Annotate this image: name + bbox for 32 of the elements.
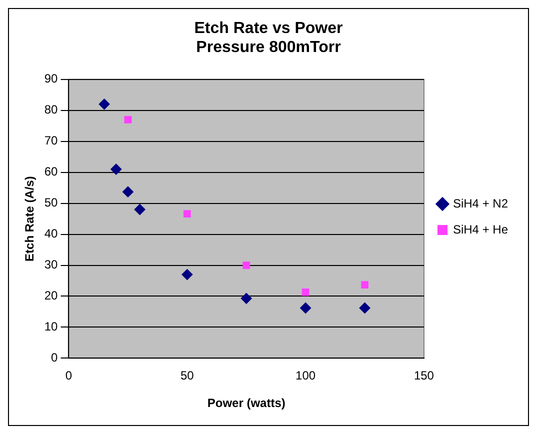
y-tick-label: 0 — [51, 350, 58, 365]
point — [359, 302, 370, 314]
x-tick-label: 50 — [180, 368, 194, 383]
point — [110, 164, 122, 175]
x-tick-label: 0 — [65, 368, 72, 383]
y-tick-label: 60 — [44, 164, 58, 179]
x-tick-label: 150 — [414, 368, 434, 383]
point — [242, 262, 250, 269]
point — [182, 269, 193, 280]
y-tick-label: 10 — [44, 320, 58, 334]
legend-label: SiH4 + He — [452, 222, 508, 236]
point — [302, 288, 310, 296]
y-tick-label: 70 — [44, 134, 58, 148]
x-tick-label: 100 — [296, 368, 316, 383]
y-tick-label: 80 — [44, 102, 58, 117]
point — [134, 204, 146, 216]
x-axis-title: Power (watts) — [207, 396, 286, 410]
point — [124, 116, 132, 124]
y-tick-label: 20 — [44, 288, 58, 303]
point — [361, 281, 368, 288]
y-tick-label: 50 — [44, 196, 58, 210]
y-axis-title: Etch Rate (A/s) — [22, 176, 37, 262]
legend-label: SiH4 + N2 — [452, 196, 508, 210]
y-tick-label: 30 — [44, 258, 58, 272]
point — [300, 302, 312, 314]
y-tick-label: 90 — [44, 72, 58, 86]
chart-title: Etch Rate vs Power Pressure 800mTorr — [194, 20, 343, 56]
point — [240, 292, 252, 304]
point — [98, 98, 110, 110]
y-tick-label: 40 — [44, 226, 58, 241]
point — [183, 210, 191, 218]
point — [122, 186, 134, 198]
